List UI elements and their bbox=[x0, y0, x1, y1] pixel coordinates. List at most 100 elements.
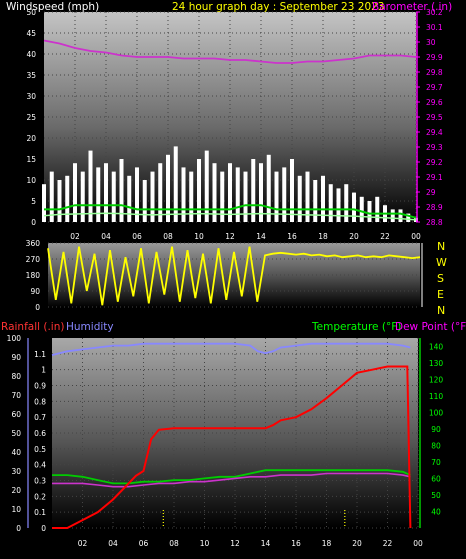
x-tick-label: 04 bbox=[101, 232, 111, 241]
x-tick-label: 18 bbox=[318, 232, 328, 241]
humidity-tick-label: 30 bbox=[11, 467, 21, 476]
wind-bar bbox=[336, 188, 341, 222]
humidity-tick-label: 20 bbox=[11, 486, 21, 495]
wind-bar bbox=[158, 163, 163, 222]
direction-tick-label: 180 bbox=[26, 271, 41, 280]
rain-tick-label: 0.5 bbox=[34, 445, 46, 454]
wind-bar bbox=[274, 171, 279, 222]
y-right-tick-label: 28.9 bbox=[426, 203, 443, 212]
x-tick-label: 20 bbox=[352, 539, 362, 548]
wind-bar bbox=[204, 150, 209, 222]
wind-bar bbox=[181, 167, 186, 222]
direction-line bbox=[47, 246, 421, 306]
wind-bar bbox=[344, 184, 349, 222]
direction-tick-label: 90 bbox=[30, 287, 40, 296]
humidity-tick-label: 10 bbox=[11, 505, 21, 514]
wind-bar bbox=[321, 175, 325, 222]
wind-bar bbox=[297, 175, 302, 222]
wind-bar bbox=[398, 209, 403, 222]
direction-tick-label: 270 bbox=[26, 255, 41, 264]
wind-bar bbox=[135, 167, 139, 222]
wind-bar bbox=[282, 167, 287, 222]
x-tick-label: 06 bbox=[132, 232, 142, 241]
rain-panel-axes: 010203040506070809010000.10.20.30.40.50.… bbox=[7, 334, 444, 548]
wind-bar bbox=[406, 213, 411, 222]
wind-bar bbox=[80, 171, 85, 222]
x-tick-label: 02 bbox=[70, 232, 80, 241]
rain-tick-label: 0.8 bbox=[34, 397, 46, 406]
x-tick-label: 14 bbox=[256, 232, 266, 241]
wind-bar bbox=[49, 171, 54, 222]
wind-bar bbox=[166, 154, 170, 222]
barometer-line bbox=[43, 39, 417, 64]
wind-bar bbox=[367, 201, 372, 222]
y-left-tick-label: 50 bbox=[26, 8, 36, 17]
y-left-tick-label: 40 bbox=[26, 50, 36, 59]
y-left-tick-label: 30 bbox=[26, 92, 36, 101]
rain-tick-label: 0.9 bbox=[34, 382, 46, 391]
wind-bar bbox=[189, 171, 194, 222]
x-tick-label: 08 bbox=[163, 232, 173, 241]
x-tick-label: 08 bbox=[169, 539, 179, 548]
y-left-tick-label: 20 bbox=[26, 134, 36, 143]
avg-wind-line bbox=[44, 204, 417, 219]
x-tick-label: 00 bbox=[413, 539, 423, 548]
direction-tick-label: 0 bbox=[35, 303, 40, 312]
wind-bar bbox=[65, 175, 70, 222]
x-tick-label: 00 bbox=[411, 232, 421, 241]
wind-bar bbox=[375, 196, 380, 222]
wind-bar bbox=[352, 192, 356, 222]
humidity-tick-label: 80 bbox=[11, 372, 21, 381]
rain-tick-label: 0.3 bbox=[34, 477, 46, 486]
y-right-tick-label: 28.8 bbox=[426, 218, 443, 227]
humidity-tick-label: 50 bbox=[11, 429, 21, 438]
temp-tick-label: 70 bbox=[431, 458, 441, 467]
dewpoint-label: Dew Point (°F) bbox=[395, 321, 466, 333]
y-left-tick-label: 15 bbox=[26, 155, 36, 164]
wind-bar bbox=[359, 196, 364, 222]
x-tick-label: 16 bbox=[287, 232, 297, 241]
wind-bar bbox=[328, 184, 333, 222]
temp-tick-label: 100 bbox=[429, 408, 444, 417]
x-tick-label: 06 bbox=[139, 539, 149, 548]
wind-bar bbox=[313, 180, 318, 222]
y-left-tick-label: 5 bbox=[31, 197, 36, 206]
rain-tick-label: 0.7 bbox=[34, 413, 46, 422]
y-right-tick-label: 29.6 bbox=[426, 98, 443, 107]
rain-tick-label: 0.4 bbox=[34, 461, 46, 470]
x-tick-label: 16 bbox=[291, 539, 301, 548]
wind-bar bbox=[119, 159, 124, 222]
x-tick-label: 22 bbox=[383, 539, 393, 548]
humidity-tick-label: 60 bbox=[11, 410, 21, 419]
rain-tick-label: 1 bbox=[41, 366, 46, 375]
wind-bar bbox=[290, 159, 294, 222]
y-right-tick-label: 29 bbox=[426, 188, 436, 197]
y-left-tick-label: 25 bbox=[26, 113, 36, 122]
humidity-label: Humidity bbox=[66, 321, 114, 333]
temperature-line bbox=[52, 469, 411, 485]
wind-bar bbox=[142, 180, 147, 222]
wind-bar bbox=[42, 184, 46, 222]
rain-tick-label: 0.6 bbox=[34, 429, 46, 438]
y-left-tick-label: 0 bbox=[31, 218, 36, 227]
wind-panel-data bbox=[42, 39, 418, 222]
y-right-tick-label: 30 bbox=[426, 38, 436, 47]
rain-tick-label: 0.1 bbox=[34, 508, 46, 517]
rain-panel-grid bbox=[52, 338, 419, 529]
humidity-line bbox=[51, 342, 411, 356]
dewpoint-line bbox=[52, 472, 411, 488]
direction-panel-axes: 0 90 180 270 360 bbox=[26, 239, 423, 312]
rain-panel-data bbox=[51, 342, 412, 529]
temp-tick-label: 40 bbox=[431, 507, 441, 516]
temp-tick-label: 60 bbox=[431, 474, 441, 483]
y-left-tick-label: 10 bbox=[26, 176, 36, 185]
temperature-label: Temperature (°F) bbox=[311, 321, 401, 333]
wind-panel-axes: 0 5 10 15 20 25 30 35 40 45 50 28.8 28.9 29 29.1 29.2 29… bbox=[26, 8, 442, 241]
x-tick-label: 12 bbox=[225, 232, 235, 241]
compass-letter-4: E bbox=[437, 288, 444, 301]
wind-bar bbox=[104, 163, 108, 222]
y-left-tick-label: 45 bbox=[26, 29, 36, 38]
x-tick-label: 12 bbox=[230, 539, 240, 548]
